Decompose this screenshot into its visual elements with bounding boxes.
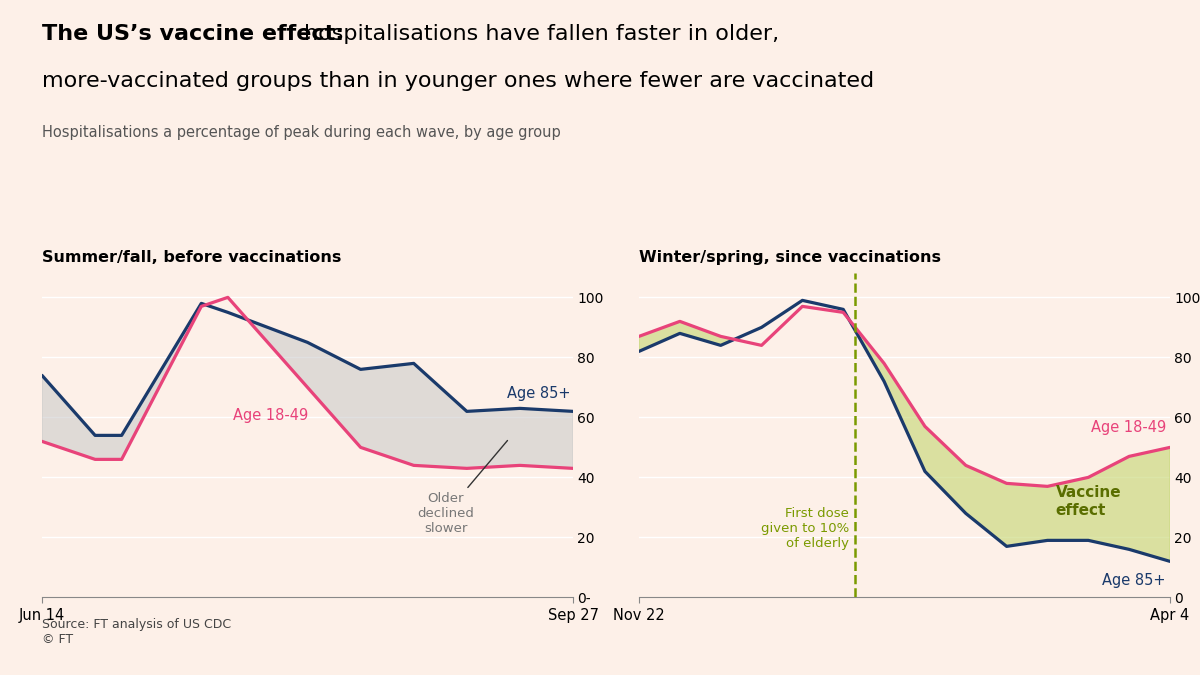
Text: Source: FT analysis of US CDC
© FT: Source: FT analysis of US CDC © FT [42,618,232,645]
Text: Vaccine
effect: Vaccine effect [1056,485,1121,518]
Text: Age 85+: Age 85+ [1103,573,1166,589]
Text: The US’s vaccine effect:: The US’s vaccine effect: [42,24,344,44]
Text: First dose
given to 10%
of elderly: First dose given to 10% of elderly [761,508,850,550]
Text: Age 85+: Age 85+ [506,386,570,401]
Text: Winter/spring, since vaccinations: Winter/spring, since vaccinations [640,250,941,265]
Text: hospitalisations have fallen faster in older,: hospitalisations have fallen faster in o… [304,24,779,44]
Text: Summer/fall, before vaccinations: Summer/fall, before vaccinations [42,250,341,265]
Text: more-vaccinated groups than in younger ones where fewer are vaccinated: more-vaccinated groups than in younger o… [42,71,874,91]
Text: Older
declined
slower: Older declined slower [418,441,508,535]
Text: Age 18-49: Age 18-49 [233,408,308,423]
Text: Age 18-49: Age 18-49 [1091,421,1166,435]
Text: Hospitalisations a percentage of peak during each wave, by age group: Hospitalisations a percentage of peak du… [42,125,560,140]
